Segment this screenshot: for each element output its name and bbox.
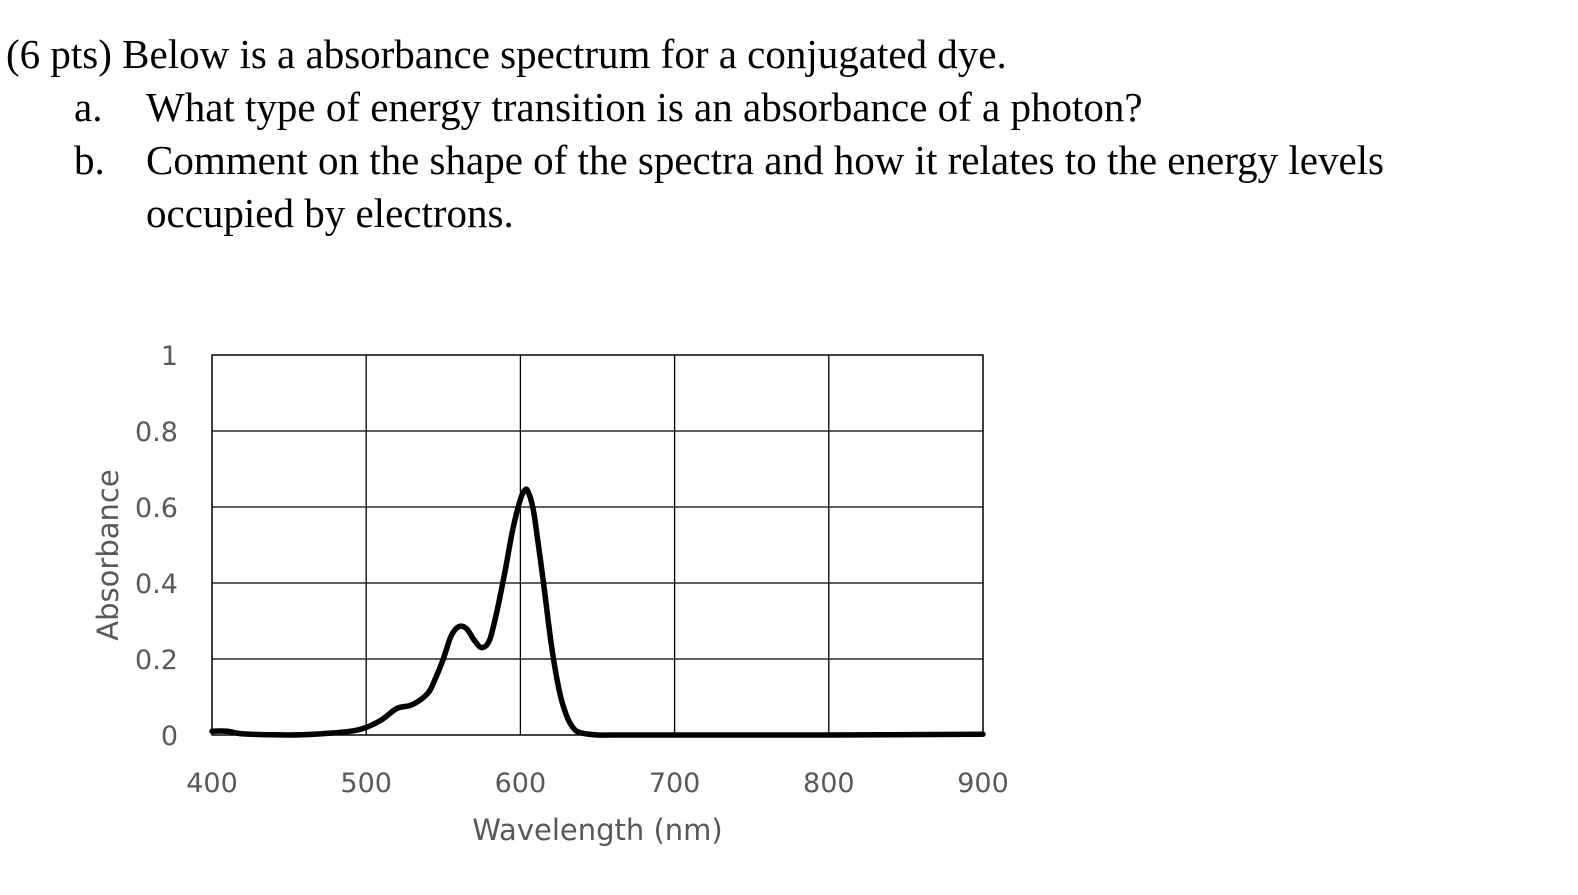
gridlines	[211, 354, 984, 736]
part-letter: b.	[74, 137, 105, 183]
question-part-a: a. What type of energy transition is an …	[0, 81, 1578, 134]
y-tick-label: 0.8	[135, 417, 178, 448]
question-part-b: b. Comment on the shape of the spectra a…	[0, 134, 1578, 187]
y-tick-labels: 0 0.2 0.4 0.6 0.8 1	[135, 341, 178, 752]
x-tick-label: 500	[340, 768, 392, 799]
x-tick-label: 900	[957, 768, 1009, 799]
series-group	[209, 486, 986, 738]
y-tick-label: 1	[161, 341, 178, 372]
part-text: occupied by electrons.	[146, 190, 514, 236]
plot-frame	[211, 354, 984, 736]
x-axis-label: Wavelength (nm)	[472, 813, 723, 847]
question-block: (6 pts) Below is a absorbance spectrum f…	[0, 28, 1578, 240]
question-header: (6 pts) Below is a absorbance spectrum f…	[6, 31, 1007, 77]
part-text: Comment on the shape of the spectra and …	[146, 137, 1384, 183]
question-part-b-continued: occupied by electrons.	[0, 187, 1578, 240]
absorbance-line	[209, 486, 986, 738]
y-axis-label: Absorbance	[91, 469, 125, 640]
part-text: What type of energy transition is an abs…	[146, 84, 1143, 130]
x-tick-label: 600	[495, 768, 547, 799]
x-tick-label: 400	[186, 768, 238, 799]
x-tick-labels: 400 500 600 700 800 900	[186, 768, 1009, 799]
y-tick-label: 0.4	[135, 569, 178, 600]
part-letter: a.	[74, 84, 103, 130]
x-tick-label: 800	[803, 768, 855, 799]
y-tick-label: 0	[161, 721, 178, 752]
y-tick-label: 0.2	[135, 645, 178, 676]
x-tick-label: 700	[649, 768, 701, 799]
y-tick-label: 0.6	[135, 493, 178, 524]
